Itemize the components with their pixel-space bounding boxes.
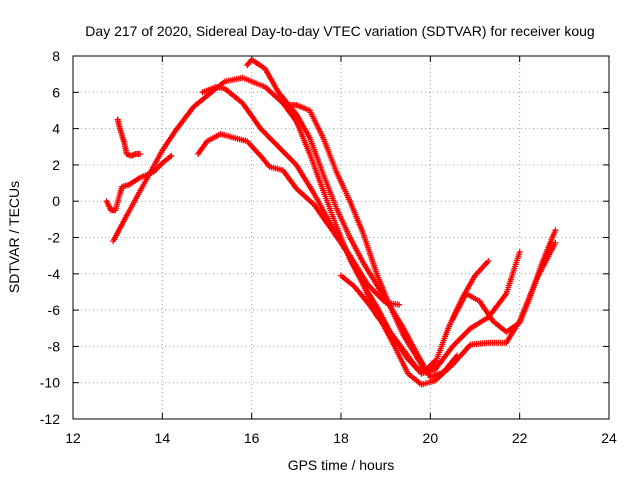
x-tick-label: 24	[601, 430, 617, 446]
y-tick-label: -4	[48, 266, 61, 282]
y-tick-label: -10	[40, 375, 60, 391]
x-tick-label: 22	[512, 430, 528, 446]
y-tick-label: 6	[52, 84, 60, 100]
series-track-9	[103, 152, 175, 214]
x-tick-label: 16	[244, 430, 260, 446]
plot-frame	[72, 55, 610, 420]
y-tick-label: 0	[52, 193, 60, 209]
data-point-markers	[449, 227, 559, 335]
y-tick-label: 4	[52, 121, 60, 137]
data-marks	[103, 56, 559, 388]
x-tick-label: 18	[333, 430, 349, 446]
x-tick-label: 12	[65, 430, 81, 446]
y-tick-label: -2	[48, 230, 61, 246]
data-point-markers	[195, 131, 403, 308]
chart-title: Day 217 of 2020, Sidereal Day-to-day VTE…	[85, 23, 594, 39]
data-point-markers	[103, 152, 175, 214]
data-point-markers	[114, 116, 143, 159]
y-tick-label: -6	[48, 302, 61, 318]
series-track-7	[449, 227, 559, 335]
y-axis-label: SDTVAR / TECUs	[6, 181, 22, 293]
y-tick-label: -12	[40, 411, 60, 427]
y-tick-label: -8	[48, 338, 61, 354]
series-track-5	[195, 131, 403, 308]
x-tick-label: 14	[155, 430, 171, 446]
y-tick-label: 2	[52, 157, 60, 173]
y-tick-label: 8	[52, 48, 60, 64]
series-track-2	[244, 56, 461, 381]
data-point-markers	[244, 56, 461, 381]
series-track-8	[114, 116, 143, 159]
x-tick-label: 20	[423, 430, 439, 446]
x-axis-label: GPS time / hours	[288, 457, 395, 473]
